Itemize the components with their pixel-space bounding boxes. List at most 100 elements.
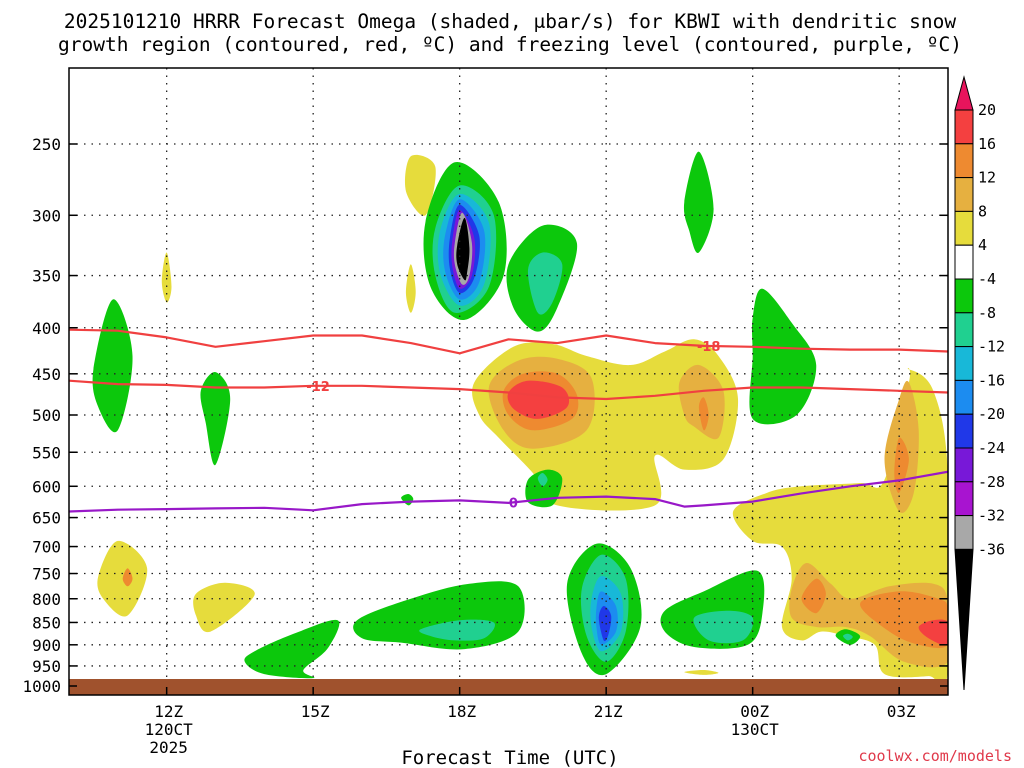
omega-level-minus-4-cluster-440-green-left-0 (92, 299, 133, 433)
omega-level-16-cluster-480-main-yellow-5 (507, 380, 570, 419)
y-tick-label-950: 950 (32, 657, 61, 676)
y-tick-label-550: 550 (32, 443, 61, 462)
omega-region-cluster-760-left (97, 540, 148, 617)
omega-region-cluster-320-updraft (423, 161, 507, 321)
plot-frame (68, 67, 949, 696)
x-axis-label: Forecast Time (UTC) (401, 747, 618, 768)
y-tick-label-900: 900 (32, 636, 61, 655)
colorbar-band-7 (954, 312, 974, 348)
colorbar-label-minus-36: -36 (978, 540, 1005, 558)
y-tick-label-450: 450 (32, 365, 61, 384)
omega-level-minus-24-cluster-840-downdraft-4 (598, 605, 612, 642)
colorbar-band-5 (954, 244, 974, 280)
y-tick-label-600: 600 (32, 477, 61, 496)
contour-label-dgz-minus-12: -12 (306, 380, 330, 395)
y-tick-label-500: 500 (32, 406, 61, 425)
omega-region-cluster-330-upper (404, 154, 436, 216)
chart-title-line-2: growth region (contoured, red, ºC) and f… (58, 33, 962, 56)
colorbar-band-8 (954, 346, 974, 381)
y-tick-label-800: 800 (32, 590, 61, 609)
omega-level-4-cluster-360-small-1 (405, 264, 416, 313)
colorbar-label-minus-12: -12 (978, 338, 1005, 356)
y-tick-label-700: 700 (32, 538, 61, 557)
x-tick-label-130CT: 130CT (731, 720, 780, 739)
omega-level-4-cluster-360-small-0 (161, 252, 172, 303)
colorbar-band-3 (954, 177, 974, 212)
colorbar-label-minus-28: -28 (978, 473, 1005, 491)
omega-region-cluster-430-green-far (749, 288, 817, 425)
colorbar-label-20: 20 (978, 101, 996, 119)
omega-level-minus-8-cluster-850-green-left-2 (419, 619, 495, 641)
colorbar-band-6 (954, 278, 974, 314)
omega-level-12-cluster-700-lower-right-5 (894, 437, 909, 493)
source-credit: coolwx.com/models (858, 747, 1012, 765)
x-tick-label-15Z: 15Z (301, 702, 330, 721)
colorbar-label-minus-24: -24 (978, 439, 1005, 457)
colorbar-label-4: 4 (978, 236, 987, 254)
colorbar-band-12 (954, 481, 974, 517)
omega-level-minus-4-cluster-850-green-left-0 (244, 619, 340, 679)
omega-level-16-cluster-700-lower-right-6 (918, 619, 948, 646)
omega-region-cluster-360-small (161, 252, 416, 313)
colorbar-label-minus-4: -4 (978, 270, 996, 288)
x-tick-label-12Z: 12Z (154, 702, 183, 721)
contour-freezing-level-0 (69, 470, 948, 513)
x-tick-label-21Z: 21Z (594, 702, 623, 721)
colorbar-top-triangle (954, 75, 974, 111)
omega-level-8-cluster-760-left-1 (122, 568, 133, 587)
omega-level-minus-8-cluster-340-green-mid-1 (527, 252, 563, 315)
omega-level-4-cluster-800-left-0 (193, 582, 255, 633)
omega-level-8-cluster-330-upper-0 (404, 154, 436, 216)
y-tick-label-400: 400 (32, 319, 61, 338)
colorbar-label-12: 12 (978, 169, 996, 187)
colorbar-band-4 (954, 210, 974, 246)
colorbar-band-11 (954, 447, 974, 483)
y-tick-label-250: 250 (32, 135, 61, 154)
y-tick-label-750: 750 (32, 565, 61, 584)
colorbar-band-10 (954, 413, 974, 449)
colorbar-label-16: 16 (978, 135, 996, 153)
x-tick-label-03Z: 03Z (887, 702, 916, 721)
x-tick-label-2025: 2025 (149, 738, 188, 757)
omega-level-minus-4-cluster-300-green-right-0 (683, 151, 714, 254)
colorbar-label-minus-32: -32 (978, 507, 1005, 525)
contour-layer: -18 -12 0 (69, 328, 948, 513)
colorbar-label-minus-8: -8 (978, 304, 996, 322)
omega-level-minus-8-cluster-700-lower-right-8 (843, 633, 853, 641)
omega-level-minus-8-cluster-610-green-small-1 (537, 472, 548, 487)
colorbar-bottom-triangle (954, 548, 974, 691)
colorbar-band-13 (954, 515, 974, 550)
omega-region-cluster-700-lower-right (732, 368, 948, 687)
omega-level-minus-4-cluster-440-green-left-1 (200, 371, 231, 466)
colorbar-band-1 (954, 109, 974, 145)
y-tick-label-850: 850 (32, 613, 61, 632)
contour-label-freezing-level-0: 0 (509, 496, 518, 511)
x-tick-label-120CT: 120CT (145, 720, 194, 739)
x-tick-label-00Z: 00Z (740, 702, 769, 721)
colorbar-label-8: 8 (978, 202, 987, 220)
contour-dgz-minus-12 (69, 379, 948, 401)
y-tick-label-1000: 1000 (22, 677, 61, 696)
omega-level-4-cluster-760-left-0 (97, 540, 148, 617)
colorbar-label-minus-16: -16 (978, 371, 1005, 389)
chart-title-line-1: 2025101210 HRRR Forecast Omega (shaded, … (64, 10, 956, 33)
contour-dgz-minus-18 (69, 328, 948, 355)
omega-level-4-cluster-840-green-right-2 (684, 669, 719, 675)
y-axis: 250 300 350 400 450 500 550 600 650 700 750 800 850 9… (22, 135, 948, 696)
omega-region-cluster-480-main-yellow (472, 339, 739, 511)
contour-label-dgz-minus-18: -18 (697, 340, 721, 355)
colorbar-label-minus-20: -20 (978, 405, 1005, 423)
omega-region-cluster-340-green-mid (506, 224, 578, 332)
colorbar-band-2 (954, 143, 974, 179)
omega-level-12-cluster-700-lower-right-3 (801, 578, 826, 614)
x-tick-label-18Z: 18Z (447, 702, 476, 721)
y-tick-label-350: 350 (32, 267, 61, 286)
colorbar-band-9 (954, 379, 974, 415)
omega-region-cluster-840-downdraft (566, 543, 642, 676)
ground-surface-bar (69, 679, 948, 695)
omega-shading-layer (92, 151, 948, 687)
omega-level-12-cluster-480-main-yellow-4 (698, 397, 709, 431)
y-tick-label-300: 300 (32, 206, 61, 225)
